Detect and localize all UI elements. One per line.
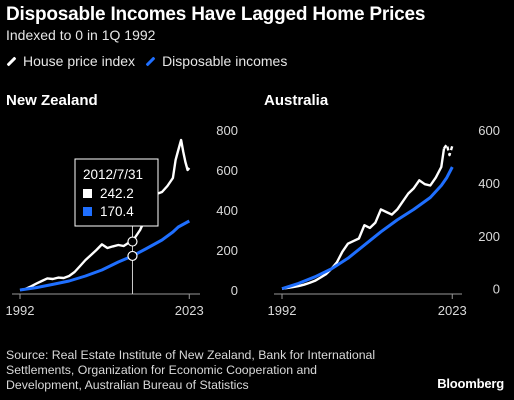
legend-item-house: House price index (6, 53, 135, 69)
income-line (19, 219, 191, 292)
chart-panel-new-zealand: New Zealand 0 200 400 600 800 1992 2023 2012/7/3… (6, 92, 238, 318)
x-tick-label: 2023 (438, 303, 467, 318)
y-tick-label: 200 (478, 229, 500, 244)
tooltip-value-house: 242.2 (100, 186, 134, 201)
income-line (281, 166, 454, 291)
x-tick-label: 1992 (6, 303, 35, 318)
tooltip-value-income: 170.4 (100, 204, 134, 219)
x-tick-label: 1992 (268, 303, 297, 318)
y-tick-label: 0 (493, 282, 500, 297)
panel-title: New Zealand (6, 92, 98, 109)
y-tick-label: 400 (478, 176, 500, 191)
y-tick-label: 0 (231, 283, 238, 298)
y-tick-label: 200 (216, 243, 238, 258)
house-price-line-dashed (443, 143, 454, 157)
tooltip-marker-income (127, 250, 138, 262)
house-price-line (19, 138, 191, 292)
tooltip-date: 2012/7/31 (83, 167, 143, 182)
legend: House price index Disposable incomes (6, 52, 297, 70)
y-tick-label: 800 (216, 123, 238, 138)
y-tick-label: 400 (216, 203, 238, 218)
legend-label-income: Disposable incomes (162, 53, 288, 69)
chart-panel-australia: Australia 0 200 400 600 1992 2023 (264, 92, 500, 318)
tooltip-marker-house (127, 236, 138, 247)
chart-subtitle: Indexed to 0 in 1Q 1992 (6, 27, 156, 43)
panel-title: Australia (264, 92, 329, 109)
tooltip-swatch-income (83, 207, 92, 216)
legend-label-house: House price index (23, 53, 136, 69)
y-tick-label: 600 (478, 123, 500, 138)
legend-item-income: Disposable incomes (145, 53, 287, 69)
source-note: Source: Real Estate Institute of New Zea… (6, 348, 376, 392)
bloomberg-logo: Bloomberg (437, 376, 504, 391)
chart-title: Disposable Incomes Have Lagged Home Pric… (6, 4, 426, 25)
house-price-line (281, 148, 446, 290)
charts-canvas: New Zealand 0 200 400 600 800 1992 2023 2012/7/3… (6, 92, 500, 318)
y-tick-label: 600 (216, 163, 238, 178)
x-tick-label: 2023 (175, 303, 204, 318)
tooltip-swatch-house (83, 189, 92, 198)
